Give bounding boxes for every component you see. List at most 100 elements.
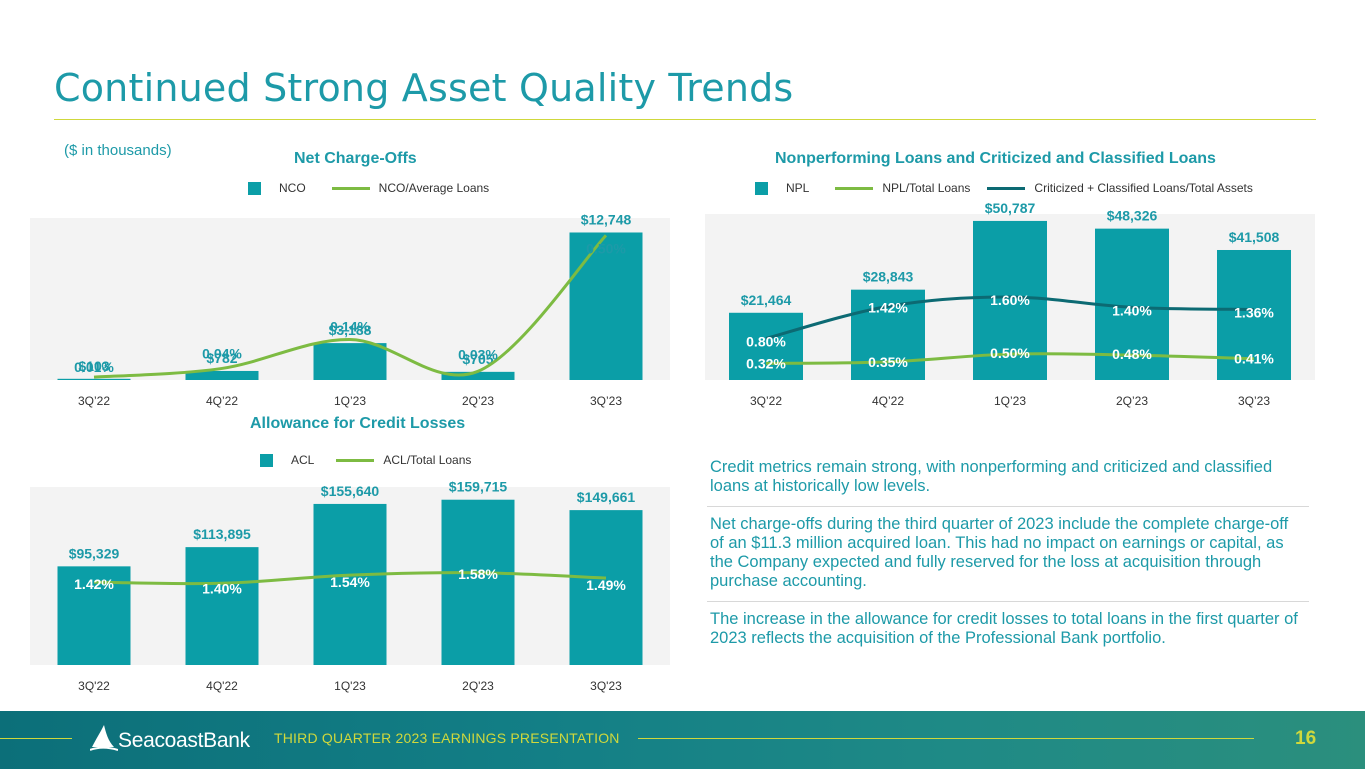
npl-line-1-label-2: 0.35%	[868, 354, 908, 370]
nco-bar-2	[185, 370, 259, 380]
acl-tick-label-1: 3Q'22	[78, 679, 110, 693]
npl-legend: NPL NPL/Total Loans Criticized + Classif…	[755, 181, 1253, 195]
footer-rule-right	[638, 738, 1254, 739]
nco-line-1-label-3: 0.14%	[330, 319, 370, 335]
cc-ratio-legend-swatch	[987, 186, 1026, 190]
acl-line-1	[93, 571, 607, 586]
nco-legend: NCO NCO/Average Loans	[248, 181, 489, 195]
nco-legend-label: NCO	[279, 181, 306, 195]
npl-tick-label-5: 3Q’23	[1238, 394, 1270, 408]
nco-bar-5	[569, 232, 643, 380]
acl-bar-label-5: $149,661	[577, 489, 636, 505]
nco-tick-label-2: 4Q’22	[206, 394, 238, 408]
npl-chart-title: Nonperforming Loans and Criticized and C…	[775, 150, 1216, 167]
nco-bar-label-3: $3,188	[329, 322, 372, 338]
page-number: 16	[1295, 728, 1317, 749]
acl-chart: $95,329 $113,895 $155,640 $159,715 $149,661 3…	[30, 479, 670, 693]
acl-tick-label-2: 4Q'22	[206, 679, 238, 693]
commentary-list: Credit metrics remain strong, with nonpe…	[707, 456, 1309, 664]
npl-line-2-label-1: 0.80%	[746, 334, 786, 350]
nco-chart: $103 $782 $3,188 $705 $12,748 3Q’22 4Q’22 1Q’23…	[30, 211, 670, 408]
npl-line-2-label-5: 1.36%	[1234, 304, 1274, 320]
footer-bar: SeacoastBank THIRD QUARTER 2023 EARNINGS…	[0, 711, 1365, 769]
nco-bar-1	[57, 378, 131, 380]
footer-rule-left	[0, 738, 72, 739]
acl-line-1-label-2: 1.40%	[202, 580, 242, 596]
npl-bar-label-1: $21,464	[741, 292, 792, 308]
title-divider	[54, 119, 1316, 120]
npl-legend-label: NPL	[786, 181, 810, 195]
footer-subtitle: THIRD QUARTER 2023 EARNINGS PRESENTATION	[274, 730, 620, 746]
acl-bar-3	[313, 503, 387, 665]
npl-line-2	[765, 295, 1255, 340]
nco-bar-4	[441, 371, 515, 380]
acl-bar-2	[185, 547, 259, 665]
npl-bar-2	[851, 289, 925, 380]
nco-line-1-label-5: 0.50%	[586, 240, 626, 256]
nco-bar-label-5: $12,748	[581, 211, 632, 227]
acl-ratio-legend-swatch	[336, 458, 375, 462]
commentary-item-allowance: The increase in the allowance for credit…	[710, 610, 1298, 647]
commentary-item-credit-metrics: Credit metrics remain strong, with nonpe…	[707, 456, 1309, 507]
units-note: ($ in thousands)	[64, 142, 172, 159]
nco-bar-3	[313, 343, 387, 380]
nco-line-1-label-2: 0.04%	[202, 345, 242, 361]
acl-ratio-legend-label: ACL/Total Loans	[383, 453, 472, 467]
page-title: Continued Strong Asset Quality Trends	[54, 66, 794, 110]
acl-chart-title: Allowance for Credit Losses	[250, 415, 466, 432]
npl-bar-label-2: $28,843	[863, 269, 914, 285]
nco-tick-label-5: 3Q’23	[590, 394, 622, 408]
npl-bar-label-5: $41,508	[1229, 229, 1280, 245]
nco-ratio-legend-swatch	[331, 186, 370, 190]
npl-line-1-label-1: 0.32%	[746, 355, 786, 371]
acl-tick-label-5: 3Q'23	[590, 679, 622, 693]
nco-ratio-legend-label: NCO/Average Loans	[378, 181, 490, 195]
npl-line-2-label-2: 1.42%	[868, 299, 908, 315]
nco-legend-swatch	[248, 181, 261, 195]
npl-tick-label-3: 1Q’23	[994, 394, 1026, 408]
nco-bar-label-4: $705	[462, 351, 493, 367]
footer-brand: SeacoastBank	[118, 729, 250, 752]
npl-tick-label-2: 4Q’22	[872, 394, 904, 408]
npl-line-2-label-3: 1.60%	[990, 292, 1030, 308]
acl-bar-label-3: $155,640	[321, 483, 380, 499]
acl-legend-swatch	[260, 453, 273, 467]
acl-bar-label-2: $113,895	[193, 526, 251, 542]
nco-tick-label-4: 2Q’23	[462, 394, 494, 408]
acl-line-1-label-3: 1.54%	[330, 574, 370, 590]
acl-bar-4	[441, 499, 515, 665]
nco-bar-label-1: $103	[78, 358, 109, 374]
nco-tick-label-1: 3Q’22	[78, 394, 110, 408]
npl-chart: $21,464 $28,843 $50,787 $48,326 $41,508 3Q’22…	[705, 200, 1315, 408]
nco-line-1	[93, 234, 608, 379]
nco-chart-title: Net Charge-Offs	[294, 150, 417, 167]
acl-legend-label: ACL	[291, 453, 315, 467]
acl-tick-label-3: 1Q'23	[334, 679, 366, 693]
nco-line-1-label-4: 0.03%	[458, 346, 498, 362]
seacoast-sail-logo-icon	[90, 725, 118, 751]
nco-line-1-label-1: 0.01%	[74, 359, 114, 375]
npl-legend-swatch	[755, 181, 768, 195]
npl-tick-label-1: 3Q’22	[750, 394, 782, 408]
npl-bar-label-4: $48,326	[1107, 208, 1158, 224]
npl-line-1-label-3: 0.50%	[990, 345, 1030, 361]
acl-bar-label-4: $159,715	[449, 479, 508, 495]
npl-bar-1	[729, 312, 803, 380]
acl-line-1-label-1: 1.42%	[74, 576, 114, 592]
npl-ratio-legend-swatch	[835, 186, 874, 190]
npl-bar-label-3: $50,787	[985, 200, 1036, 216]
nco-bar-label-2: $782	[206, 350, 237, 366]
cc-ratio-legend-label: Criticized + Classified Loans/Total Asse…	[1034, 181, 1253, 195]
nco-tick-label-3: 1Q’23	[334, 394, 366, 408]
npl-line-1-label-4: 0.48%	[1112, 346, 1152, 362]
acl-bar-label-1: $95,329	[69, 545, 120, 561]
npl-line-2-label-4: 1.40%	[1112, 302, 1152, 318]
npl-line-1	[765, 352, 1255, 365]
npl-line-1-label-5: 0.41%	[1234, 351, 1274, 367]
acl-line-1-label-5: 1.49%	[586, 577, 626, 593]
acl-bar-5	[569, 510, 643, 665]
npl-ratio-legend-label: NPL/Total Loans	[882, 181, 971, 195]
acl-line-1-label-4: 1.58%	[458, 566, 498, 582]
npl-tick-label-4: 2Q’23	[1116, 394, 1148, 408]
commentary-item-net-charge-offs: Net charge-offs during the third quarter…	[707, 513, 1309, 602]
